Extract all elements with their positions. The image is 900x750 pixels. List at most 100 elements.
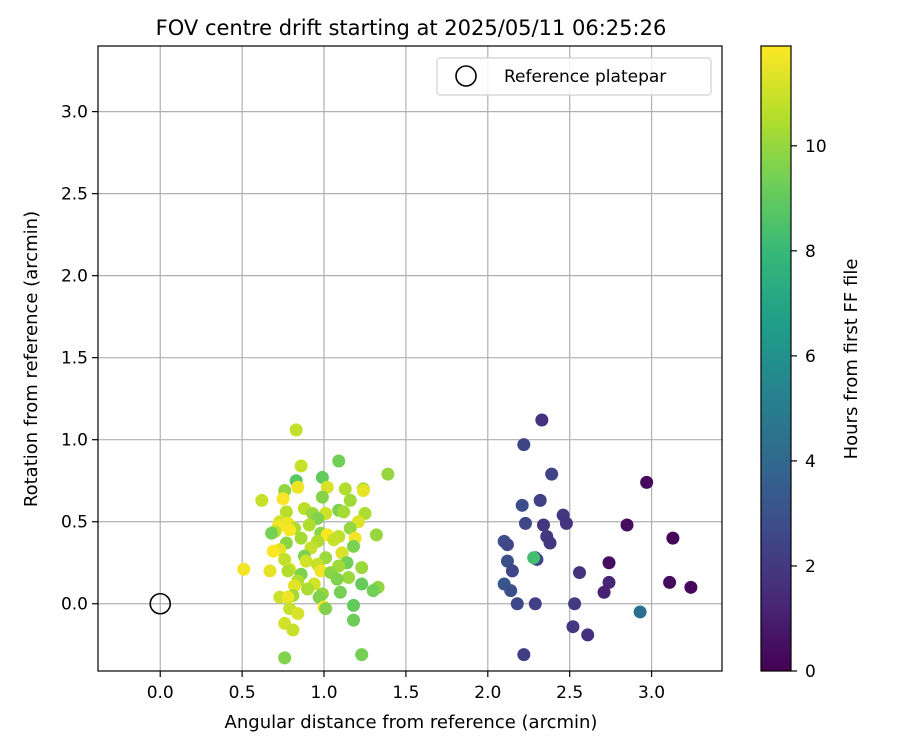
x-tick-label: 1.5: [392, 683, 419, 703]
data-point: [286, 623, 300, 637]
y-axis-ticks: 0.0 0.5 1.0 1.5 2.0 2.5 3.0: [61, 103, 98, 615]
data-point: [333, 585, 347, 599]
data-point: [355, 561, 369, 575]
data-point: [301, 582, 315, 596]
data-point: [500, 538, 514, 552]
colorbar-tick-label: 2: [805, 557, 816, 577]
data-point: [281, 564, 295, 578]
data-point: [355, 577, 369, 591]
x-tick-label: 2.5: [556, 683, 583, 703]
data-point: [518, 516, 532, 530]
x-tick-label: 1.0: [310, 683, 337, 703]
colorbar-label: Hours from first FF file: [841, 259, 862, 460]
data-points: [237, 413, 698, 665]
data-point: [504, 584, 518, 598]
y-tick-label: 1.5: [61, 349, 88, 369]
data-point: [265, 526, 279, 540]
x-tick-label: 0.5: [229, 683, 256, 703]
legend-entry-reference-platepar: Reference platepar: [504, 67, 666, 87]
chart-title: FOV centre drift starting at 2025/05/11 …: [156, 16, 667, 40]
data-point: [573, 566, 587, 580]
colorbar-tick-label: 4: [805, 452, 816, 472]
data-point: [535, 413, 549, 427]
data-point: [342, 570, 356, 584]
grid-lines: [98, 46, 722, 671]
y-tick-label: 1.0: [61, 431, 88, 451]
data-point: [528, 597, 542, 611]
data-point: [510, 597, 524, 611]
data-point: [338, 482, 352, 496]
data-point: [381, 467, 395, 481]
data-point: [559, 516, 573, 530]
data-point: [279, 505, 293, 519]
data-point: [337, 505, 351, 519]
data-point: [581, 628, 595, 642]
x-tick-label: 3.0: [638, 683, 665, 703]
data-point: [566, 620, 580, 634]
data-point: [515, 498, 529, 512]
data-point: [315, 490, 329, 504]
data-point: [597, 585, 611, 599]
legend-box: [436, 57, 712, 96]
data-point: [369, 528, 383, 542]
data-point: [266, 544, 280, 558]
data-point: [291, 480, 305, 494]
data-point: [294, 531, 308, 545]
data-point: [276, 492, 290, 506]
data-point: [288, 579, 302, 593]
data-point: [366, 584, 380, 598]
data-point: [289, 423, 303, 437]
data-point: [302, 518, 316, 532]
data-point: [543, 536, 557, 550]
data-point: [545, 467, 559, 481]
data-point: [500, 554, 514, 568]
y-tick-label: 0.5: [61, 513, 88, 533]
legend-marker-open-circle: [455, 65, 477, 87]
data-point: [602, 556, 616, 570]
y-tick-label: 2.5: [61, 185, 88, 205]
data-point: [330, 572, 344, 586]
data-point: [299, 554, 313, 568]
data-point: [346, 598, 360, 612]
x-axis-ticks: 0.0 0.5 1.0 1.5 2.0 2.5 3.0: [147, 671, 665, 703]
data-point: [663, 575, 677, 589]
data-point: [255, 493, 269, 507]
colorbar-ticks: 0 2 4 6 8 10: [791, 137, 827, 682]
x-tick-label: 0.0: [147, 683, 174, 703]
data-point: [505, 564, 519, 578]
data-point: [335, 546, 349, 560]
data-point: [294, 459, 308, 473]
data-point: [263, 564, 277, 578]
data-point: [517, 648, 531, 662]
data-point: [283, 523, 297, 537]
y-axis-label: Rotation from reference (arcmin): [21, 211, 42, 507]
data-point: [666, 531, 680, 545]
data-point: [327, 533, 341, 547]
colorbar-gradient: [760, 45, 792, 672]
colorbar-tick-label: 8: [805, 242, 816, 262]
data-point: [314, 564, 328, 578]
x-axis-label: Angular distance from reference (arcmin): [225, 712, 598, 733]
data-point: [633, 605, 647, 619]
data-point: [312, 590, 326, 604]
data-point: [356, 484, 370, 498]
colorbar: 0 2 4 6 8 10 Hours from first FF file: [760, 45, 862, 682]
data-point: [640, 475, 654, 489]
data-point: [320, 480, 334, 494]
data-point: [343, 521, 357, 535]
data-point: [343, 493, 357, 507]
legend: Reference platepar: [436, 57, 712, 96]
data-point: [278, 651, 292, 665]
data-point: [346, 539, 360, 553]
colorbar-tick-label: 6: [805, 347, 816, 367]
data-point: [278, 552, 292, 566]
data-point: [536, 518, 550, 532]
data-point: [620, 518, 634, 532]
data-point: [602, 575, 616, 589]
colorbar-tick-label: 0: [805, 662, 816, 682]
data-point: [568, 597, 582, 611]
data-point: [319, 602, 333, 616]
data-point: [517, 438, 531, 452]
plot-frame: [97, 45, 723, 672]
